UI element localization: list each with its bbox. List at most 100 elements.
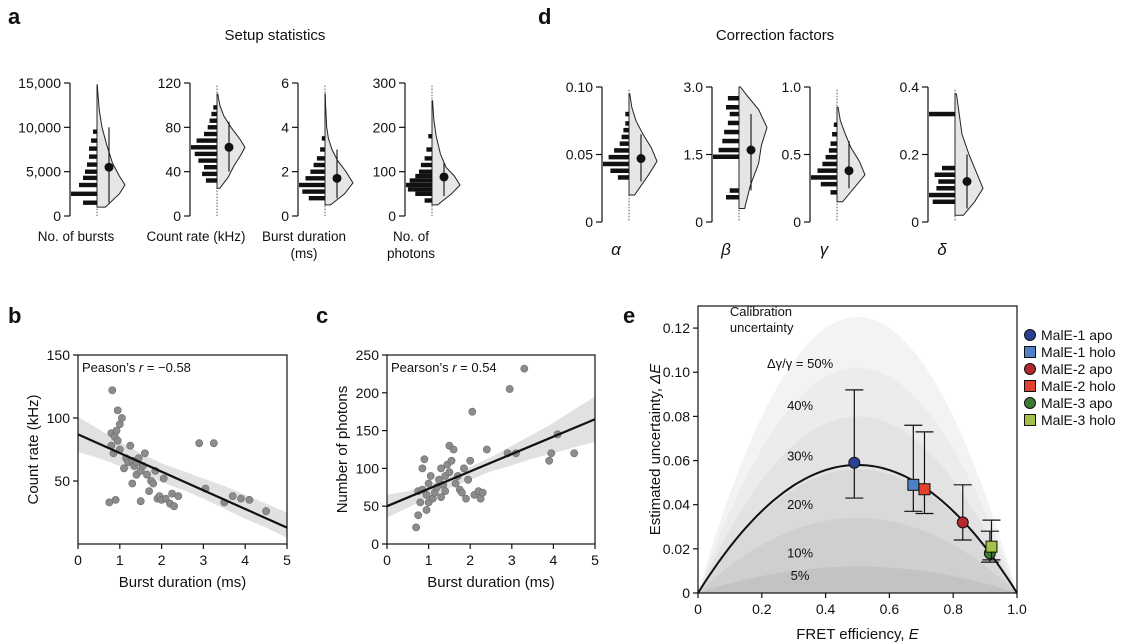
x-tick-label: 4 bbox=[550, 552, 558, 568]
histogram-bar-p1 bbox=[729, 188, 739, 193]
panel-label-e: e bbox=[623, 303, 635, 328]
histogram-bar-p1 bbox=[724, 129, 739, 135]
histogram-bar-p2 bbox=[830, 141, 837, 146]
data-point bbox=[416, 498, 425, 507]
panel-label-a: a bbox=[8, 4, 21, 29]
x-axis-label-symbol: E bbox=[909, 626, 920, 643]
histogram-bar-p0 bbox=[614, 148, 629, 153]
data-point bbox=[128, 479, 137, 488]
histogram-bar-p2 bbox=[310, 169, 325, 174]
histogram-bar-p2 bbox=[305, 176, 325, 181]
y-tick-label-p3: 200 bbox=[373, 119, 397, 135]
x-axis-label-text: FRET efficiency, bbox=[796, 626, 909, 643]
plot-frame bbox=[386, 354, 596, 545]
histogram-bar-p3 bbox=[934, 172, 955, 177]
band-title: Calibration bbox=[730, 304, 792, 319]
histogram-bar-p3 bbox=[929, 192, 955, 198]
legend-marker bbox=[1024, 346, 1036, 358]
data-point bbox=[426, 472, 435, 480]
histogram-bar-p2 bbox=[321, 136, 326, 141]
histogram-bar-p2 bbox=[832, 132, 837, 137]
x-tick-label: 0 bbox=[694, 601, 702, 617]
violin-p3 bbox=[431, 100, 461, 206]
mean-marker-p1 bbox=[746, 145, 756, 155]
legend-marker bbox=[1024, 329, 1036, 341]
y-tick-label: 0.06 bbox=[663, 453, 690, 469]
correlation-annotation: Peason’s r = −0.58 bbox=[82, 360, 191, 375]
y-tick-label: 0.10 bbox=[663, 364, 690, 380]
violin-p2 bbox=[324, 93, 354, 206]
x-tick-label: 4 bbox=[241, 552, 249, 568]
data-point bbox=[457, 488, 466, 497]
histogram-bar-p2 bbox=[299, 182, 325, 188]
legend-label: MalE-1 holo bbox=[1041, 344, 1116, 360]
histogram-bar-p1 bbox=[211, 111, 217, 117]
histogram-bar-p0 bbox=[619, 141, 629, 146]
data-point bbox=[437, 493, 445, 501]
annotation-part: Peason’s bbox=[82, 360, 139, 375]
band-label: 30% bbox=[787, 449, 813, 464]
mean-marker-p0 bbox=[104, 162, 114, 172]
y-axis-label-symbol: ΔE bbox=[647, 363, 664, 385]
histogram-bar-p2 bbox=[308, 196, 326, 201]
x-tick-label: 0.2 bbox=[752, 601, 772, 617]
data-point bbox=[412, 523, 420, 532]
y-tick-label-p3: 0.4 bbox=[900, 79, 920, 95]
data-point bbox=[462, 494, 470, 503]
data-point bbox=[149, 479, 158, 488]
x-tick-label: 1 bbox=[425, 552, 433, 568]
histogram-bar-p3 bbox=[929, 111, 955, 117]
histogram-bar-p0 bbox=[89, 154, 97, 159]
confidence-band bbox=[78, 416, 287, 538]
data-point bbox=[159, 474, 168, 483]
y-tick-label-p0: 0.05 bbox=[566, 147, 593, 163]
histogram-bar-p3 bbox=[424, 198, 432, 203]
data-point bbox=[209, 439, 218, 448]
histogram-bar-p0 bbox=[608, 154, 629, 160]
y-tick-label-p3: 0.2 bbox=[900, 147, 920, 163]
band-label: 5% bbox=[791, 568, 810, 583]
y-tick-label-p1: 40 bbox=[165, 164, 181, 180]
histogram-bar-p0 bbox=[85, 169, 97, 174]
y-tick-label: 0 bbox=[371, 536, 379, 552]
x-tick-label: 0.8 bbox=[943, 601, 963, 617]
annotation-part: r bbox=[452, 360, 457, 375]
axis-caption-p1: β bbox=[720, 240, 731, 259]
data-point bbox=[466, 456, 475, 465]
data-point bbox=[451, 479, 460, 488]
violin-p3 bbox=[954, 93, 984, 216]
data-point bbox=[418, 464, 427, 473]
panel-d-correction-factors: 0 0.05 0.10 α 0 1.5 3.0 β 0 0.5 1.0 γ 0 0.2 0.4 δ bbox=[566, 79, 984, 259]
y-tick-label: 0.02 bbox=[663, 541, 690, 557]
data-point bbox=[161, 494, 170, 503]
violin-p1 bbox=[216, 93, 246, 189]
plot-frame bbox=[697, 305, 1018, 594]
histogram-bar-p3 bbox=[406, 182, 432, 188]
data-point bbox=[228, 492, 237, 500]
section-title-d: Correction factors bbox=[716, 27, 834, 44]
data-point bbox=[447, 456, 456, 465]
histogram-bar-p0 bbox=[623, 127, 629, 133]
axis-caption-p1: Count rate (kHz) bbox=[146, 229, 245, 244]
data-point bbox=[424, 479, 433, 488]
histogram-bar-p2 bbox=[820, 181, 838, 187]
histogram-bar-p1 bbox=[713, 154, 739, 159]
y-tick-label: 250 bbox=[356, 347, 380, 363]
histogram-bar-p3 bbox=[409, 178, 432, 183]
histogram-bar-p2 bbox=[830, 190, 837, 195]
data-point bbox=[570, 449, 579, 458]
axis-caption-p3: δ bbox=[937, 240, 947, 259]
axis-caption-p2: (ms) bbox=[291, 246, 318, 261]
uncertainty-band bbox=[698, 566, 1017, 593]
panel-label-d: d bbox=[538, 4, 551, 29]
data-point bbox=[545, 456, 554, 465]
y-tick-label-p0: 15,000 bbox=[18, 75, 61, 91]
data-marker bbox=[918, 483, 931, 496]
mean-marker-p3 bbox=[439, 172, 449, 182]
histogram-bar-p3 bbox=[942, 165, 955, 171]
x-tick-label: 5 bbox=[283, 552, 291, 568]
y-tick-label: 0.12 bbox=[663, 320, 690, 336]
data-point bbox=[547, 449, 556, 458]
panel-label-c: c bbox=[316, 303, 328, 328]
